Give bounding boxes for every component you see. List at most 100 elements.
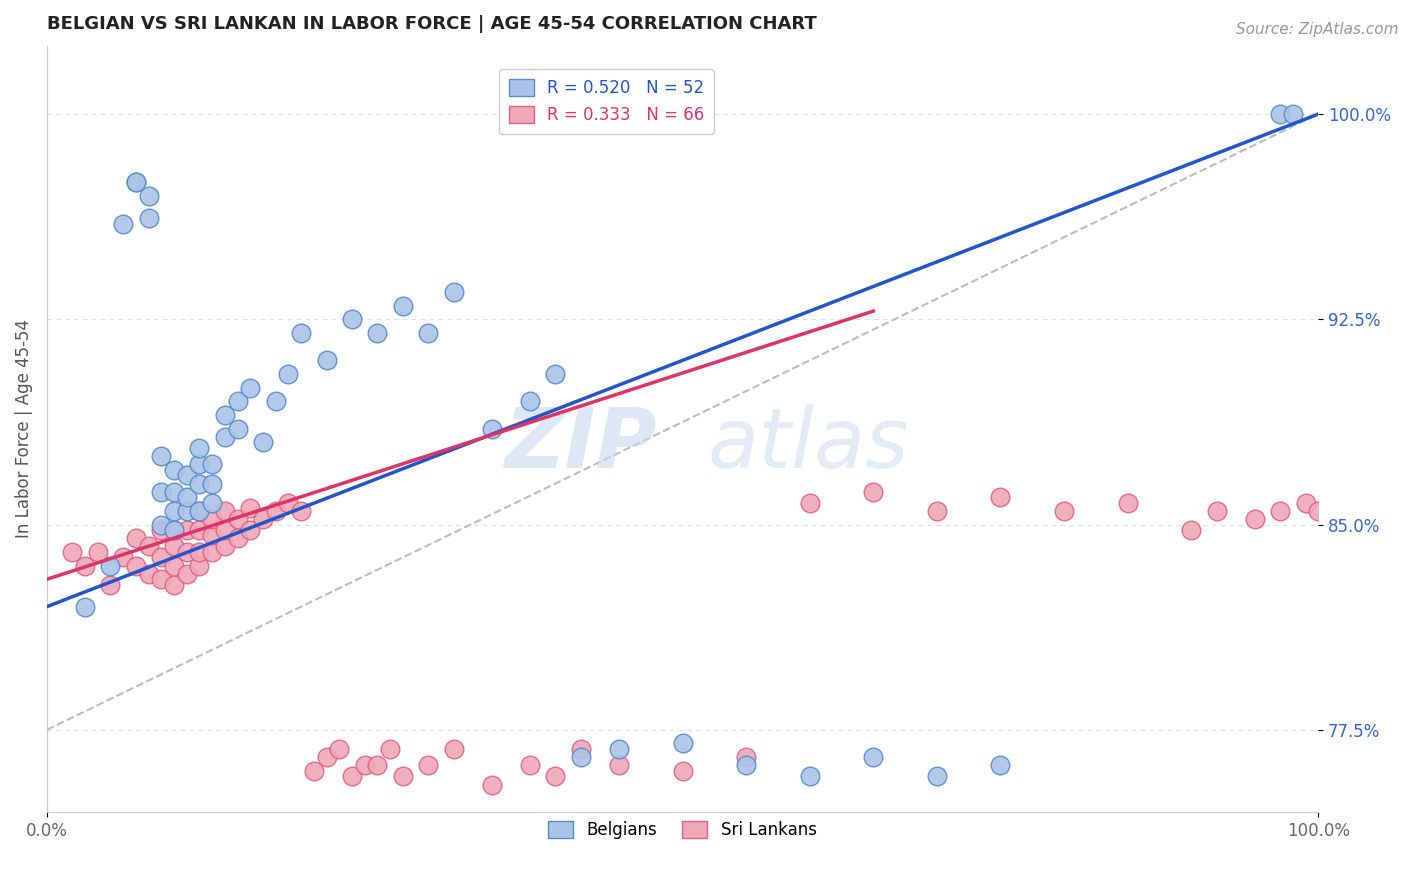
Point	[60, 545, 83, 559]
Point	[519, 394, 541, 409]
Point	[188, 545, 211, 559]
Point	[176, 490, 198, 504]
Point	[607, 758, 630, 772]
Point	[671, 736, 693, 750]
Point	[925, 504, 948, 518]
Text: atlas: atlas	[709, 403, 910, 484]
Point	[188, 504, 211, 518]
Point	[418, 758, 440, 772]
Text: BELGIAN VS SRI LANKAN IN LABOR FORCE | AGE 45-54 CORRELATION CHART: BELGIAN VS SRI LANKAN IN LABOR FORCE | A…	[46, 15, 817, 33]
Point	[264, 394, 287, 409]
Point	[201, 458, 224, 472]
Point	[671, 764, 693, 778]
Point	[214, 430, 236, 444]
Point	[201, 528, 224, 542]
Point	[73, 599, 96, 614]
Point	[239, 381, 262, 395]
Point	[201, 512, 224, 526]
Point	[176, 523, 198, 537]
Point	[925, 769, 948, 783]
Point	[340, 769, 363, 783]
Point	[735, 750, 758, 764]
Point	[226, 394, 249, 409]
Point	[150, 523, 173, 537]
Point	[188, 523, 211, 537]
Point	[226, 531, 249, 545]
Point	[138, 566, 160, 581]
Point	[1243, 512, 1265, 526]
Point	[544, 367, 567, 381]
Point	[1268, 107, 1291, 121]
Point	[214, 408, 236, 422]
Point	[735, 758, 758, 772]
Point	[214, 504, 236, 518]
Point	[366, 326, 388, 340]
Legend: Belgians, Sri Lankans: Belgians, Sri Lankans	[541, 814, 824, 846]
Point	[163, 504, 186, 518]
Point	[239, 501, 262, 516]
Point	[277, 367, 299, 381]
Point	[214, 540, 236, 554]
Point	[418, 326, 440, 340]
Point	[290, 504, 312, 518]
Point	[1116, 496, 1139, 510]
Point	[163, 523, 186, 537]
Point	[252, 435, 274, 450]
Text: Source: ZipAtlas.com: Source: ZipAtlas.com	[1236, 22, 1399, 37]
Point	[569, 750, 592, 764]
Point	[392, 299, 415, 313]
Point	[1308, 504, 1330, 518]
Point	[366, 758, 388, 772]
Point	[138, 211, 160, 225]
Point	[340, 312, 363, 326]
Point	[100, 558, 122, 573]
Point	[990, 490, 1012, 504]
Point	[87, 545, 110, 559]
Point	[112, 550, 135, 565]
Point	[443, 742, 465, 756]
Point	[73, 558, 96, 573]
Point	[481, 777, 503, 791]
Point	[176, 566, 198, 581]
Point	[1268, 504, 1291, 518]
Point	[264, 504, 287, 518]
Point	[1282, 107, 1305, 121]
Point	[150, 449, 173, 463]
Point	[378, 742, 401, 756]
Point	[1295, 496, 1317, 510]
Point	[150, 572, 173, 586]
Point	[188, 558, 211, 573]
Point	[201, 545, 224, 559]
Point	[150, 484, 173, 499]
Point	[290, 326, 312, 340]
Point	[226, 422, 249, 436]
Point	[176, 504, 198, 518]
Point	[138, 189, 160, 203]
Point	[315, 750, 337, 764]
Point	[150, 550, 173, 565]
Point	[1053, 504, 1076, 518]
Point	[188, 441, 211, 455]
Point	[799, 496, 821, 510]
Point	[201, 496, 224, 510]
Point	[481, 422, 503, 436]
Point	[1205, 504, 1227, 518]
Point	[239, 523, 262, 537]
Point	[163, 558, 186, 573]
Point	[544, 769, 567, 783]
Point	[862, 484, 884, 499]
Point	[607, 742, 630, 756]
Point	[125, 176, 148, 190]
Point	[862, 750, 884, 764]
Point	[125, 558, 148, 573]
Point	[112, 217, 135, 231]
Point	[188, 504, 211, 518]
Point	[176, 468, 198, 483]
Point	[100, 578, 122, 592]
Point	[188, 458, 211, 472]
Point	[163, 463, 186, 477]
Point	[125, 176, 148, 190]
Point	[277, 496, 299, 510]
Point	[392, 769, 415, 783]
Point	[214, 523, 236, 537]
